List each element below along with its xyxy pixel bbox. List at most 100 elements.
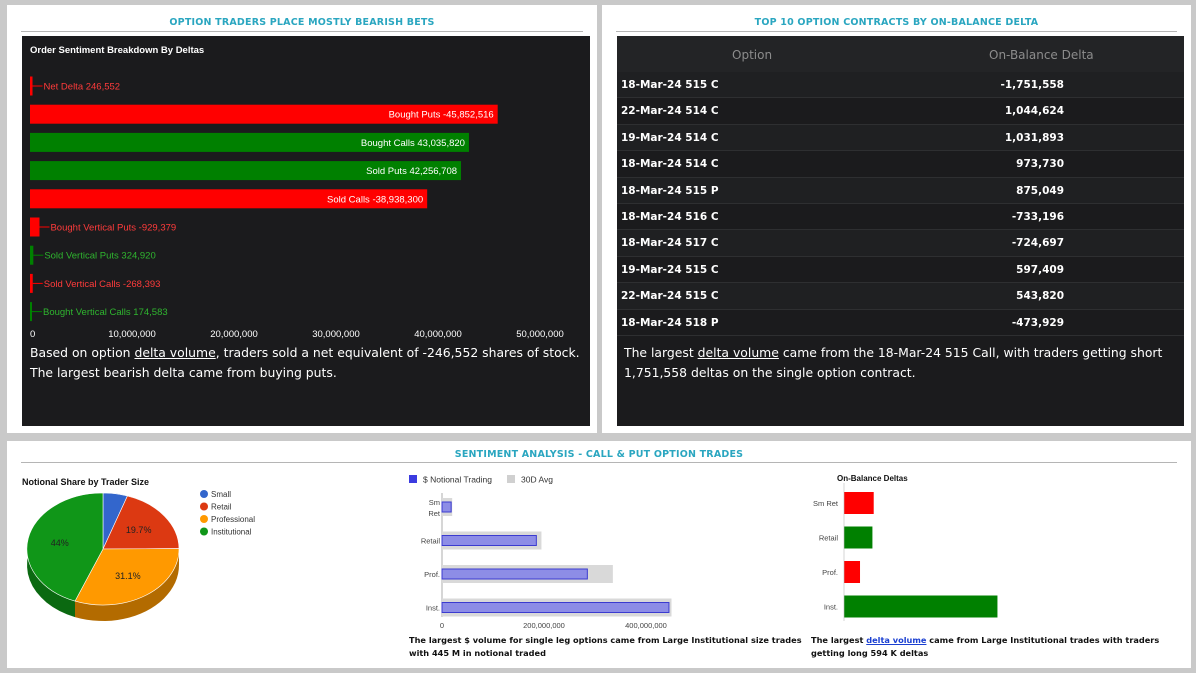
card-bearish-bets: OPTION TRADERS PLACE MOSTLY BEARISH BETS… <box>7 5 597 433</box>
legend-item-institutional[interactable]: Institutional <box>211 528 252 537</box>
bar-label-8: Bought Vertical Calls 174,583 <box>43 307 168 318</box>
sentiment-summary: Based on option delta volume, traders so… <box>30 343 582 383</box>
table-row[interactable]: 18-Mar-24 515 P 875,049 <box>617 177 1184 204</box>
notional-bar[interactable] <box>441 501 452 513</box>
card-sentiment-analysis: SENTIMENT ANALYSIS - CALL & PUT OPTION T… <box>7 441 1191 668</box>
bar-8[interactable] <box>30 302 32 322</box>
divider <box>616 31 1177 32</box>
table-row[interactable]: 19-Mar-24 514 C 1,031,893 <box>617 124 1184 152</box>
divider <box>21 462 1177 463</box>
legend-item[interactable]: 30D Avg <box>521 475 553 485</box>
bar-label-1: Bought Puts -45,852,516 <box>389 110 494 121</box>
table-row[interactable]: 22-Mar-24 515 C 543,820 <box>617 283 1184 310</box>
table-header: Option On-Balance Delta <box>617 36 1184 72</box>
card-title: OPTION TRADERS PLACE MOSTLY BEARISH BETS <box>169 17 435 28</box>
delta-cell: -724,697 <box>1011 237 1064 250</box>
table-row[interactable]: 18-Mar-24 514 C 973,730 <box>617 151 1184 178</box>
option-cell: 19-Mar-24 515 C <box>621 263 719 276</box>
column-header-delta[interactable]: On-Balance Delta <box>989 48 1094 62</box>
delta-cell: 973,730 <box>1016 158 1064 171</box>
delta-bar[interactable] <box>844 526 873 549</box>
x-tick-label: 10,000,000 <box>108 329 156 340</box>
x-tick-label: 50,000,000 <box>516 329 564 340</box>
bar-1[interactable] <box>30 104 498 124</box>
delta-volume-link[interactable]: delta volume <box>134 345 216 360</box>
column-header-option[interactable]: Option <box>732 48 773 62</box>
notional-bar[interactable] <box>441 568 588 580</box>
legend-swatch <box>507 475 515 483</box>
delta-bar[interactable] <box>844 595 998 618</box>
delta-bar[interactable] <box>844 561 861 583</box>
category-label: Retail <box>421 537 441 546</box>
x-tick-label: 20,000,000 <box>210 329 258 340</box>
card-top-contracts: TOP 10 OPTION CONTRACTS BY ON-BALANCE DE… <box>602 5 1191 433</box>
table-row[interactable]: 18-Mar-24 517 C -724,697 <box>617 230 1184 257</box>
x-tick-label: 30,000,000 <box>312 329 360 340</box>
bar-2[interactable] <box>30 132 469 152</box>
notional-trading-bar-chart: $ Notional Trading 30D Avg Sm Ret Retail Prof… <box>409 475 672 630</box>
table-row[interactable]: 18-Mar-24 515 C -1,751,558 <box>617 72 1184 99</box>
pie-slice-professional[interactable] <box>74 548 180 606</box>
pie-slice-label: 44% <box>51 538 69 548</box>
sentiment-bar-chart: Net Delta 246,552 Bought Puts -45,852,516… <box>30 76 564 340</box>
bar-0[interactable] <box>30 76 33 96</box>
contracts-panel: Option On-Balance Delta 18-Mar-24 515 C -… <box>617 36 1184 426</box>
x-tick-label: 40,000,000 <box>414 329 462 340</box>
bar-label-5: Bought Vertical Puts -929,379 <box>50 223 176 234</box>
category-label: Ret <box>428 509 441 518</box>
summary-text-pre: The largest <box>624 345 698 360</box>
table-row[interactable]: 22-Mar-24 514 C 1,044,624 <box>617 98 1184 125</box>
option-cell: 18-Mar-24 515 C <box>621 79 719 91</box>
bar-3[interactable] <box>30 161 462 181</box>
bar-5[interactable] <box>30 217 40 237</box>
delta-volume-link[interactable]: delta volume <box>697 345 779 360</box>
table-row[interactable]: 19-Mar-24 515 C 597,409 <box>617 257 1184 284</box>
pie-slice-institutional[interactable] <box>26 492 104 602</box>
delta-cell: 875,049 <box>1016 184 1064 197</box>
bar-label-0: Net Delta 246,552 <box>44 82 121 93</box>
bar-7[interactable] <box>30 273 33 293</box>
option-cell: 18-Mar-24 515 P <box>621 184 719 197</box>
legend-dot <box>200 527 208 536</box>
card-title: SENTIMENT ANALYSIS - CALL & PUT OPTION T… <box>454 449 744 460</box>
bar-4[interactable] <box>30 189 428 209</box>
legend-item-small[interactable]: Small <box>211 490 231 499</box>
pie-slice-retail[interactable] <box>102 495 180 550</box>
category-label: Inst. <box>426 604 440 613</box>
bar-label-3: Sold Puts 42,256,708 <box>366 166 457 177</box>
delta-cell: -1,751,558 <box>1000 79 1064 91</box>
pie-slice-label: 31.1% <box>115 571 141 581</box>
category-label: Prof. <box>822 568 838 577</box>
delta-bar[interactable] <box>844 492 874 514</box>
option-cell: 19-Mar-24 514 C <box>621 131 719 144</box>
legend-item-professional[interactable]: Professional <box>211 515 255 524</box>
option-cell: 18-Mar-24 516 C <box>621 211 719 223</box>
bar-label-7: Sold Vertical Calls -268,393 <box>44 279 161 290</box>
bar-label-2: Bought Calls 43,035,820 <box>361 138 465 149</box>
legend-item-retail[interactable]: Retail <box>211 503 232 512</box>
table-row[interactable]: 18-Mar-24 518 P -473,929 <box>617 310 1184 336</box>
option-cell: 18-Mar-24 514 C <box>621 158 719 171</box>
contracts-summary: The largest delta volume came from the 1… <box>624 343 1176 383</box>
notional-share-pie-chart: 19.7% 31.1% 44% Small Retail Professional Inst… <box>26 490 255 621</box>
notional-bar[interactable] <box>441 602 670 613</box>
table-row[interactable]: 18-Mar-24 516 C -733,196 <box>617 204 1184 231</box>
category-label: Retail <box>819 534 839 543</box>
summary-text-post: came from the 18-Mar-24 515 Call, with t… <box>624 345 1163 380</box>
notional-bar[interactable] <box>441 535 537 546</box>
delta-volume-link[interactable]: delta volume <box>866 635 927 645</box>
bar-label-4: Sold Calls -38,938,300 <box>327 194 423 205</box>
chart-title: Order Sentiment Breakdown By Deltas <box>30 45 205 56</box>
category-label: Sm <box>429 498 440 507</box>
sentiment-panel: Order Sentiment Breakdown By Deltas Net … <box>22 36 590 426</box>
delta-cell: 543,820 <box>1016 290 1064 303</box>
legend-item[interactable]: $ Notional Trading <box>423 475 492 485</box>
delta-cell: 597,409 <box>1016 263 1064 276</box>
delta-cell: -473,929 <box>1011 316 1064 329</box>
x-tick-label: 400,000,000 <box>625 621 667 630</box>
card-title: TOP 10 OPTION CONTRACTS BY ON-BALANCE DE… <box>754 17 1039 28</box>
bar-label-6: Sold Vertical Puts 324,920 <box>44 251 155 262</box>
bar-6[interactable] <box>30 245 34 265</box>
option-cell: 22-Mar-24 515 C <box>621 290 719 303</box>
x-tick-label: 200,000,000 <box>523 621 565 630</box>
